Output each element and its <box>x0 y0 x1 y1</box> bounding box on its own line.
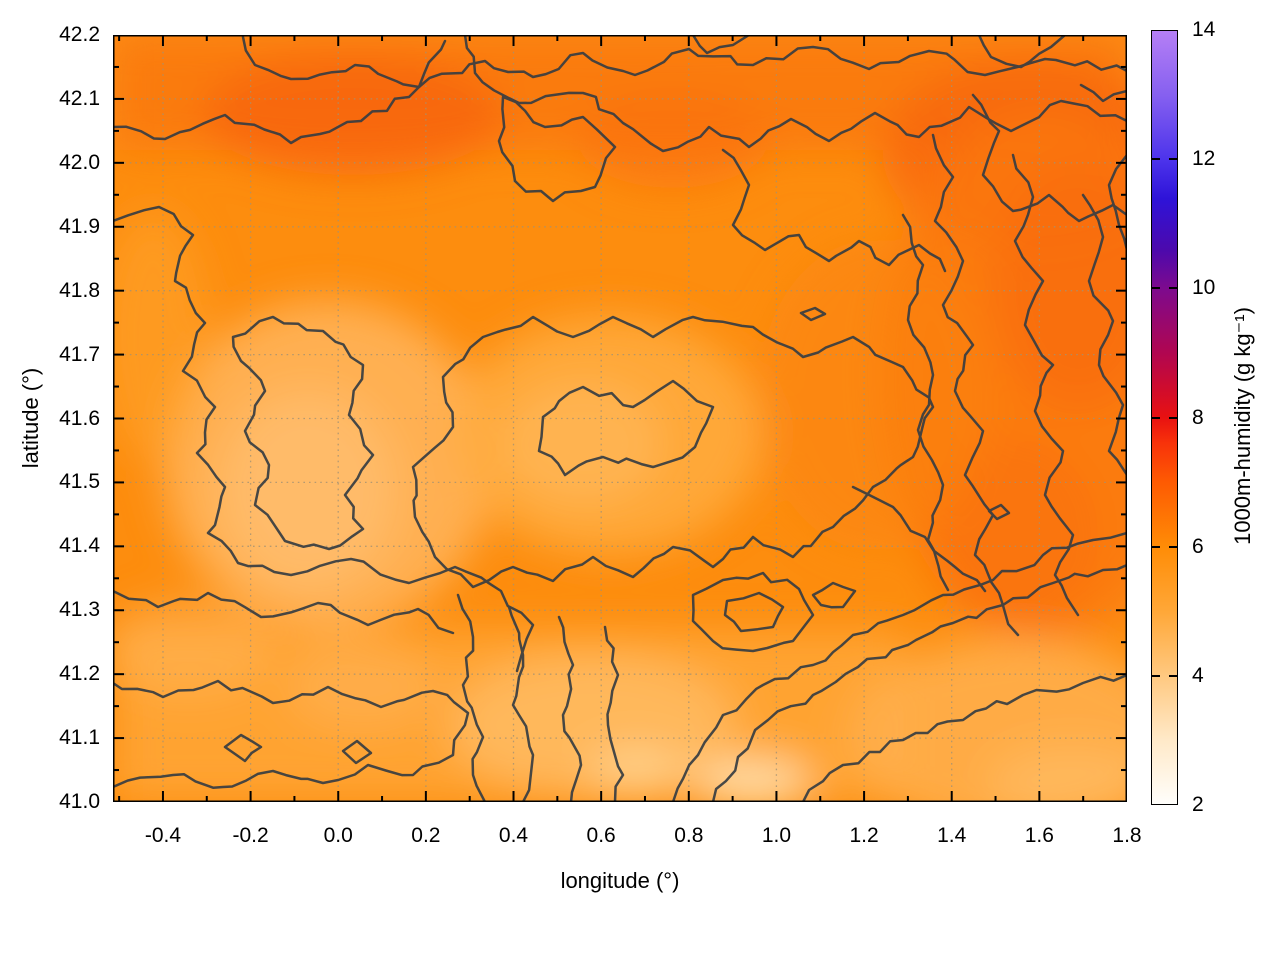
contour-line <box>811 581 857 609</box>
colorbar-tick <box>1169 416 1177 419</box>
contour-line <box>711 563 1127 802</box>
x-tick-label: 1.8 <box>1112 824 1142 847</box>
humidity-contour-map <box>113 35 1127 802</box>
colorbar-tick-label: 12 <box>1192 147 1216 171</box>
contour-line <box>411 315 935 589</box>
x-tick-label: 1.2 <box>849 824 879 847</box>
y-tick-label: 42.2 <box>59 23 100 46</box>
y-tick-label: 42.1 <box>59 86 100 110</box>
contour-line <box>1081 193 1127 477</box>
x-tick-label: 0.8 <box>674 824 704 847</box>
x-tick-label: -0.4 <box>144 824 182 847</box>
x-tick-label: 1.0 <box>761 824 792 847</box>
colorbar-tick <box>1152 674 1160 677</box>
contour-line <box>223 733 263 763</box>
heatmap-shading <box>113 35 1127 802</box>
contour-line <box>557 615 583 802</box>
colorbar-tick <box>1152 158 1160 161</box>
x-tick-label: 0.0 <box>323 824 353 847</box>
y-tick-label: 41.7 <box>59 342 100 366</box>
contour-line <box>721 148 947 273</box>
colorbar-tick <box>1169 674 1177 677</box>
colorbar-title: 1000m-humidity (g kg⁻¹) <box>1230 307 1255 545</box>
contour-line <box>851 485 987 593</box>
contour-line <box>971 93 1127 223</box>
contour-line <box>507 605 535 802</box>
contour-line <box>113 589 455 635</box>
contour-line <box>691 571 815 653</box>
plot-area <box>113 35 1127 802</box>
colorbar-tick <box>1152 545 1160 548</box>
x-axis-title: longitude (°) <box>560 868 680 893</box>
colorbar-tick <box>1169 158 1177 161</box>
contour-line <box>231 315 375 551</box>
colorbar-tick <box>1152 287 1160 290</box>
contour-line <box>801 673 1127 802</box>
contour-line <box>901 213 950 592</box>
x-tick-label: 0.2 <box>411 824 441 847</box>
x-tick-label: 0.6 <box>586 824 616 847</box>
y-tick-label: 42.0 <box>59 150 100 174</box>
colorbar-tick <box>1169 287 1177 290</box>
contour-line <box>463 35 1127 153</box>
colorbar-tick-label: 4 <box>1192 663 1204 687</box>
x-tick-label: 0.4 <box>498 824 529 847</box>
plot-border <box>113 35 1127 802</box>
contour-line <box>1079 83 1127 103</box>
contour-line <box>341 739 373 765</box>
y-tick-label: 41.4 <box>59 534 100 558</box>
contour-line <box>671 531 1127 802</box>
contour-line <box>931 133 1020 637</box>
y-tick-label: 41.3 <box>59 598 100 622</box>
contour-line <box>456 593 487 802</box>
x-tick-label: -0.2 <box>232 824 269 847</box>
colorbar-tick-label: 14 <box>1192 18 1216 41</box>
colorbar-tick-label: 6 <box>1192 534 1204 558</box>
contour-lines <box>113 35 1127 802</box>
y-axis-title: latitude (°) <box>18 367 43 469</box>
x-tick-label: 1.4 <box>937 824 967 847</box>
y-tick-label: 41.1 <box>59 726 100 750</box>
contour-line <box>113 679 470 789</box>
y-tick-label: 41.9 <box>59 214 100 238</box>
y-tick-label: 41.0 <box>59 790 100 813</box>
contour-line <box>723 591 785 633</box>
contour-line <box>799 306 827 322</box>
x-tick-label: 1.6 <box>1024 824 1054 847</box>
contour-line <box>113 205 535 673</box>
y-tick-label: 41.6 <box>59 406 100 430</box>
y-tick-label: 41.8 <box>59 278 100 302</box>
colorbar-tick <box>1152 416 1160 419</box>
colorbar-tick-label: 8 <box>1192 405 1204 429</box>
colorbar-tick-label: 10 <box>1192 276 1216 300</box>
contour-line <box>1107 153 1127 252</box>
contour-line <box>497 95 617 203</box>
contour-line <box>691 35 751 55</box>
contour-line <box>113 39 447 145</box>
y-tick-label: 41.2 <box>59 662 100 686</box>
colorbar-tick <box>1169 545 1177 548</box>
grid-lines <box>113 35 1127 802</box>
contour-line <box>977 35 1067 69</box>
contour-line <box>537 379 715 477</box>
colorbar-tick-label: 2 <box>1192 793 1204 816</box>
contour-line <box>987 503 1011 521</box>
y-tick-label: 41.5 <box>59 470 100 494</box>
contour-line <box>603 625 625 802</box>
contour-line <box>241 35 1127 89</box>
contour-line <box>1011 153 1080 617</box>
